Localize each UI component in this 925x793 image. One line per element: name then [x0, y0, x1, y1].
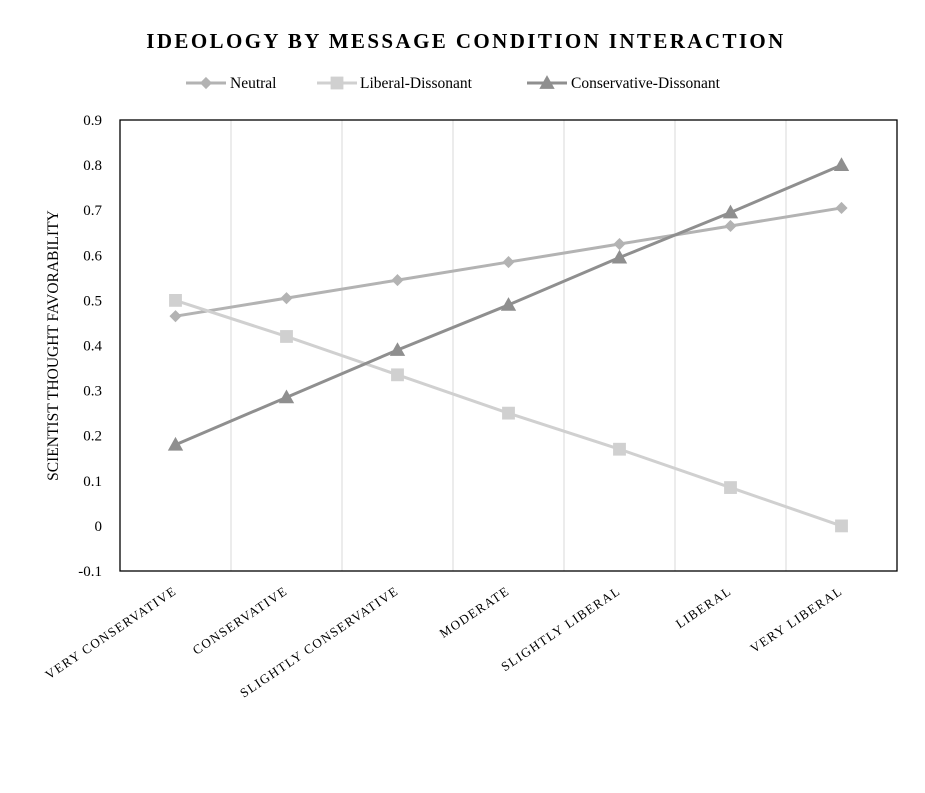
data-point-diamond [724, 219, 737, 233]
y-tick-label: 0.6 [83, 248, 102, 264]
data-point-square [169, 293, 182, 307]
series-layer [167, 157, 850, 533]
data-point-square [330, 76, 344, 90]
data-point-triangle [833, 157, 850, 172]
y-tick-label: 0 [95, 519, 103, 535]
data-point-triangle [611, 249, 628, 264]
data-point-diamond [280, 292, 293, 305]
y-tick-label: 0.7 [83, 203, 102, 219]
data-point-triangle [722, 204, 739, 219]
data-point-diamond [169, 310, 182, 323]
legend-label: Neutral [230, 75, 276, 92]
y-axis-label: SCIENTIST THOUGHT FAVORABILITY [45, 210, 62, 481]
x-tick-label: LIBERAL [673, 583, 734, 631]
x-tick-label: VERY LIBERAL [747, 583, 845, 656]
grid [230, 120, 787, 571]
legend-item: Liberal-Dissonant [317, 75, 473, 92]
legend: Neutral Liberal-Dissonant Conservative-Dis… [186, 75, 721, 92]
data-point-triangle [539, 75, 555, 89]
x-tick-label: CONSERVATIVE [190, 583, 291, 658]
y-tick-label: 0.3 [83, 384, 102, 400]
data-point-square [502, 406, 515, 420]
data-point-triangle [500, 297, 517, 311]
y-axis: -0.1 0 0.1 0.2 0.3 0.4 0.5 0.6 0.7 0.8 0.9 [78, 113, 102, 580]
data-point-diamond [835, 201, 848, 215]
legend-item: Neutral [186, 75, 276, 92]
y-tick-label: 0.8 [83, 158, 102, 174]
legend-item: Conservative-Dissonant [527, 75, 721, 92]
x-tick-label: SLIGHTLY LIBERAL [498, 583, 623, 674]
data-point-diamond [502, 255, 515, 269]
data-point-diamond [391, 274, 404, 287]
series-neutral [169, 201, 848, 323]
series-liberal-dissonant [169, 293, 848, 533]
y-tick-label: 0.1 [83, 474, 102, 490]
data-point-triangle [167, 436, 184, 451]
y-tick-label: 0.5 [83, 293, 102, 309]
data-point-square [280, 330, 293, 343]
x-tick-label: VERY CONSERVATIVE [42, 583, 179, 682]
data-point-diamond [199, 76, 213, 90]
legend-label: Conservative-Dissonant [571, 75, 721, 92]
y-tick-label: 0.9 [83, 113, 102, 129]
data-point-square [835, 519, 848, 533]
data-point-diamond [613, 237, 626, 251]
data-point-triangle [278, 389, 295, 404]
data-point-square [613, 442, 626, 456]
x-tick-label: MODERATE [436, 583, 512, 641]
data-point-triangle [389, 342, 406, 356]
data-point-square [391, 368, 404, 382]
chart-title: IDEOLOGY BY MESSAGE CONDITION INTERACTIO… [146, 29, 785, 53]
plot-area-frame [119, 119, 898, 572]
y-tick-label: 0.2 [83, 429, 102, 445]
y-tick-label: 0.4 [83, 339, 102, 355]
data-point-square [724, 481, 737, 494]
legend-label: Liberal-Dissonant [360, 75, 473, 92]
y-tick-label: -0.1 [78, 564, 102, 580]
series-conservative-dissonant [167, 157, 850, 451]
